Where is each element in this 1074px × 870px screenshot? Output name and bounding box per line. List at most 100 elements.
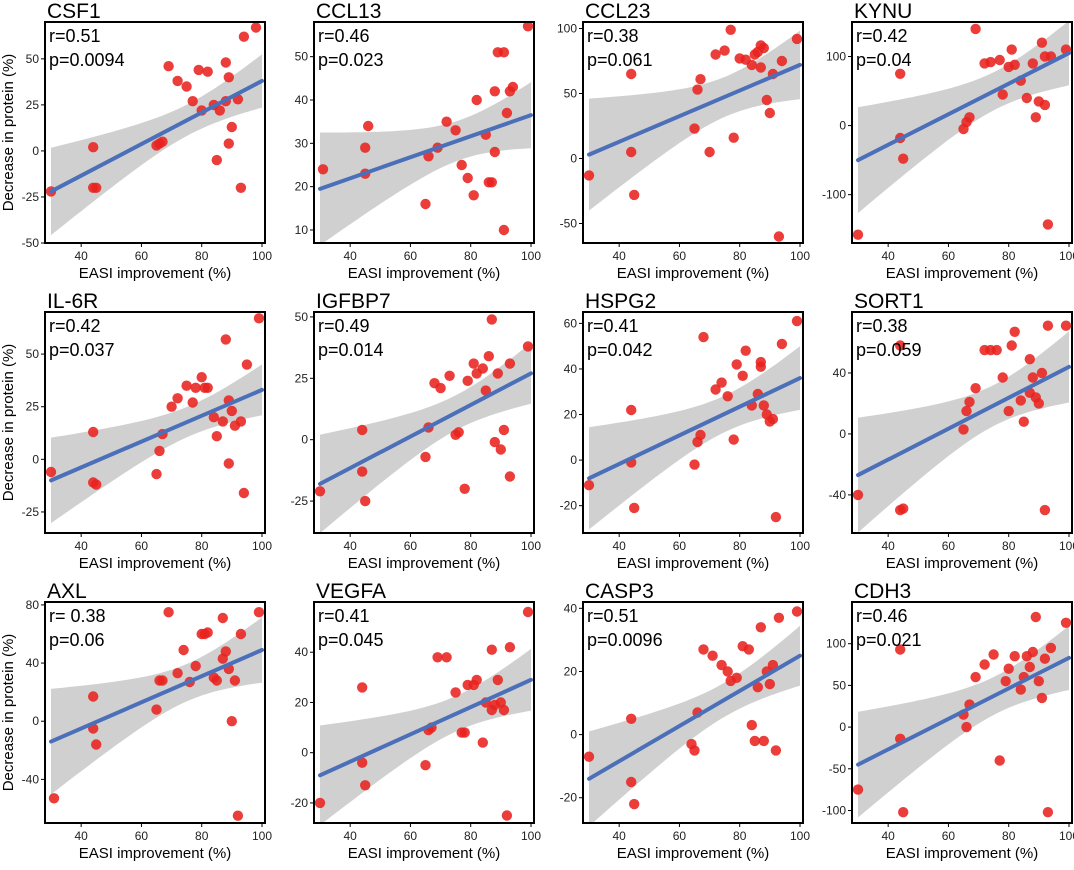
data-point: [758, 735, 769, 747]
y-tick-label: -100: [822, 188, 846, 202]
data-point: [88, 142, 99, 153]
data-point: [695, 74, 706, 85]
data-point: [235, 182, 247, 193]
y-tick-label: 25: [26, 400, 40, 414]
plot-area: [48, 607, 265, 821]
confidence-band: [858, 22, 1069, 214]
data-point: [1003, 663, 1014, 674]
x-tick-label: 40: [881, 539, 895, 553]
y-tick-label: 20: [564, 408, 578, 422]
data-point: [1039, 504, 1051, 516]
data-point: [979, 659, 990, 670]
panel-cdh3: -100 -50 0 50 100 40 60 80 100 CDH3 r=0.46 p=0.021 E…: [822, 580, 1074, 862]
data-point: [441, 652, 452, 663]
x-tick-label: 60: [942, 249, 956, 263]
panel-casp3: -20 0 20 40 40 60 80 100 CASP3 r=0.51 p=0.0096 EASI…: [560, 580, 811, 862]
data-point: [459, 483, 470, 494]
data-point: [1018, 416, 1029, 427]
panel-title: CCL23: [585, 0, 650, 23]
plot-frame: [851, 311, 1073, 534]
data-point: [895, 644, 906, 655]
data-point: [728, 434, 739, 445]
data-point: [1027, 372, 1038, 383]
x-axis-label: EASI improvement (%): [79, 555, 232, 572]
data-point: [480, 385, 491, 396]
data-point: [1015, 395, 1026, 406]
x-axis-label: EASI improvement (%): [79, 845, 232, 862]
y-tick-label: 50: [295, 50, 309, 64]
regression-line: [856, 655, 1071, 767]
r-value: r=0.46: [318, 26, 370, 46]
data-point: [253, 607, 265, 618]
data-point: [758, 400, 769, 411]
data-point: [360, 495, 371, 507]
data-point: [985, 56, 996, 68]
data-point: [48, 793, 60, 804]
data-point: [220, 334, 231, 345]
panel-title: AXL: [47, 580, 87, 603]
y-axis-label: Decrease in protein (%): [0, 344, 17, 502]
data-point: [707, 650, 718, 661]
data-point: [704, 146, 715, 158]
data-point: [202, 382, 213, 393]
regression-line: [856, 364, 1071, 478]
data-point: [435, 382, 446, 394]
data-point: [626, 776, 637, 788]
data-point: [791, 33, 803, 45]
y-tick-label: 20: [295, 695, 309, 709]
data-point: [1042, 219, 1054, 230]
data-point: [740, 345, 751, 356]
data-point: [731, 359, 742, 370]
data-point: [235, 628, 247, 640]
y-tick-label: -20: [560, 791, 578, 805]
data-point: [229, 675, 241, 686]
data-point: [178, 644, 189, 656]
data-point: [420, 451, 431, 463]
panel-sort1: -40 0 40 40 60 80 100 SORT1 r=0.38 p=0.059 EASI im…: [829, 290, 1074, 572]
data-point: [698, 644, 709, 655]
x-tick-label: 100: [1059, 539, 1074, 553]
data-point: [202, 66, 213, 77]
data-point: [743, 644, 754, 655]
x-tick-label: 80: [464, 249, 478, 263]
data-point: [450, 687, 461, 698]
data-point: [1033, 676, 1044, 687]
data-point: [898, 503, 909, 514]
plot-frame: [851, 21, 1073, 244]
data-point: [970, 23, 981, 35]
y-tick-label: -40: [22, 772, 40, 786]
data-point: [217, 416, 228, 427]
x-tick-label: 40: [881, 829, 895, 843]
data-point: [1027, 646, 1038, 658]
data-point: [450, 125, 461, 136]
data-point: [626, 68, 637, 80]
data-point: [157, 675, 168, 686]
panel-hspg2: -20 0 20 40 60 40 60 80 100 HSPG2 r=0.41 p=0.042 EAS…: [560, 290, 811, 572]
data-point: [498, 47, 510, 58]
x-axis-label: EASI improvement (%): [348, 555, 501, 572]
panel-title: HSPG2: [585, 290, 656, 313]
p-value: p=0.059: [856, 340, 922, 360]
data-point: [1036, 37, 1048, 48]
x-tick-label: 40: [343, 829, 357, 843]
r-value: r=0.42: [49, 316, 101, 336]
y-tick-label: 10: [295, 223, 309, 237]
data-point: [964, 112, 975, 123]
data-point: [217, 612, 228, 624]
data-point: [489, 436, 500, 448]
data-point: [151, 468, 162, 480]
data-point: [507, 81, 519, 93]
plot-area: [583, 315, 803, 530]
x-tick-label: 80: [1002, 829, 1016, 843]
data-point: [181, 380, 192, 391]
data-point: [462, 375, 473, 386]
y-tick-label: 0: [570, 152, 577, 166]
p-value: p=0.021: [856, 630, 922, 650]
regression-line: [49, 78, 264, 194]
y-tick-label: 0: [839, 720, 846, 734]
data-point: [498, 224, 510, 236]
y-tick-label: -100: [822, 803, 846, 817]
data-point: [626, 146, 637, 158]
data-point: [190, 660, 201, 672]
data-point: [226, 121, 237, 133]
